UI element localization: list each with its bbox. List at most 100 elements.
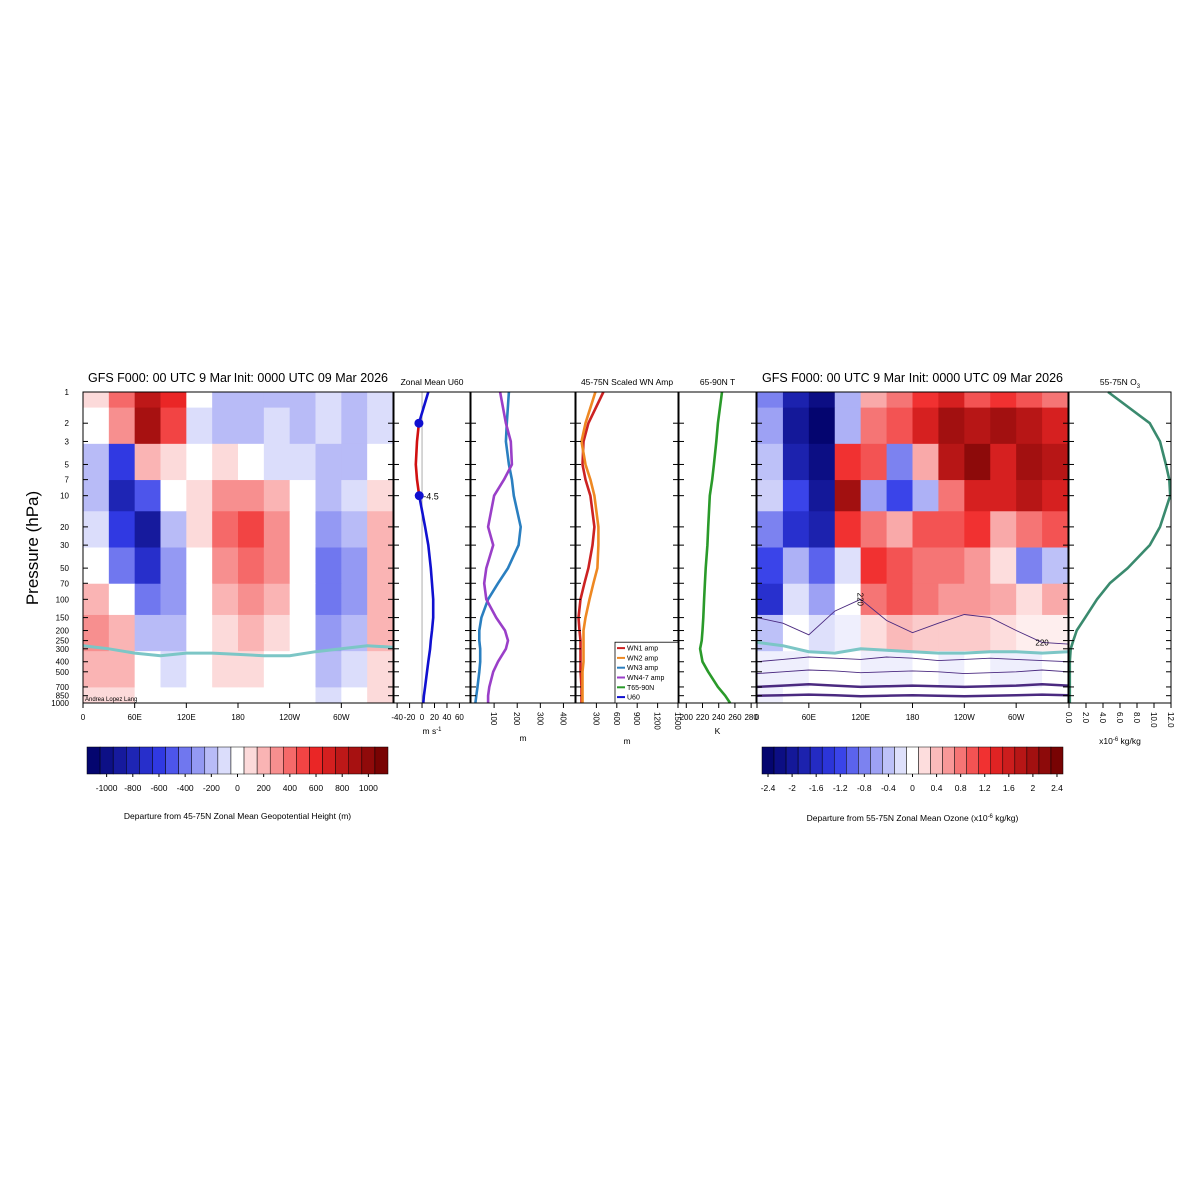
contour-line [756, 693, 1069, 698]
colorbar-tick-label: 0 [235, 783, 240, 793]
heatmap-cell [289, 687, 316, 704]
heatmap-cell [108, 443, 136, 481]
heatmap-cell [315, 547, 342, 585]
panel-title-part: 55-75N O [1100, 377, 1137, 387]
heatmap-cell [964, 614, 991, 652]
panel-title-part: 45-75N Scaled WN Amp [581, 377, 673, 387]
heatmap-cell [1016, 511, 1043, 548]
heatmap-cell [83, 687, 110, 704]
heatmap-cell [238, 547, 265, 585]
colorbar-box [918, 746, 931, 775]
heatmap-cell [990, 443, 1017, 481]
heatmap-cell [367, 687, 394, 704]
panel-title: 55-75N O3 [1100, 377, 1141, 390]
heatmap-cell [912, 407, 939, 445]
heatmap-cell [289, 480, 316, 512]
heatmap-cell [263, 547, 291, 585]
heatmap-cell [263, 480, 291, 512]
heatmap-cell [108, 651, 136, 688]
heatmap-cell [834, 480, 862, 512]
heatmap-cell [860, 443, 888, 481]
heatmap-cell [134, 614, 161, 652]
legend: WN1 amp WN2 amp WN3 amp WN4-7 amp T65-90N U60 [614, 641, 679, 704]
heatmap-cell [367, 392, 394, 409]
heatmap-cell [238, 443, 265, 481]
y-tick-label: 300 [56, 645, 70, 654]
heatmap-cell [186, 614, 213, 652]
x-tick-label: 900 [632, 712, 641, 726]
colorbar-box [809, 746, 823, 775]
heatmap-cell [108, 407, 136, 445]
y-tick-label: 100 [56, 595, 70, 604]
heatmap-cell [160, 614, 187, 652]
heatmap-cell [134, 407, 161, 445]
heatmap-cell [160, 583, 187, 616]
colorbar-tick-label: 2.4 [1051, 783, 1063, 793]
colorbar-label-part: Departure from 55-75N Zonal Mean Ozone (… [807, 813, 988, 823]
heatmap-cell [341, 480, 368, 512]
colorbar-box [942, 746, 955, 775]
profile-line [580, 391, 600, 703]
heatmap-cell [912, 443, 939, 481]
heatmap-cell [212, 407, 239, 445]
heatmap-cell [289, 392, 316, 409]
x-tick-label: 10.0 [1149, 712, 1158, 728]
contour-label: 220 [856, 593, 865, 607]
colorbar-box [773, 746, 787, 775]
heatmap-cell [782, 583, 810, 616]
y-tick-label: 250 [56, 637, 70, 646]
colorbar-box [139, 746, 153, 775]
colorbar-tick-label: 0.4 [931, 783, 943, 793]
heatmap-cell [289, 547, 316, 585]
heatmap-cell [964, 480, 991, 512]
y-tick-label: 20 [60, 523, 69, 532]
heatmap-cell [341, 443, 368, 481]
colorbar-box [858, 746, 871, 775]
colorbar-box [126, 746, 140, 775]
heatmap-cell [238, 407, 265, 445]
heatmap-cell [886, 392, 913, 409]
colorbar-box [112, 746, 127, 775]
colorbar-box [86, 746, 101, 775]
y-tick-label: 50 [60, 564, 69, 573]
heatmap-cell [212, 651, 239, 688]
heatmap-cell [1016, 651, 1043, 688]
colorbar-tick-label: 1.6 [1003, 783, 1015, 793]
heatmap-cell [808, 651, 836, 688]
colorbar-box [1002, 746, 1016, 775]
heatmap-cell [1042, 443, 1069, 481]
legend-entry: WN4-7 amp [627, 675, 664, 682]
heatmap-cell [212, 687, 239, 704]
heatmap-cell [238, 614, 265, 652]
heatmap-cell [938, 511, 965, 548]
heatmap-cell [834, 614, 862, 652]
x-tick-label: 100 [489, 712, 498, 726]
x-tick-label: 200 [680, 713, 694, 722]
panel-title: 45-75N Scaled WN Amp [581, 377, 673, 387]
heatmap-cell [808, 583, 836, 616]
heatmap-cell [964, 407, 991, 445]
heatmap-cell [808, 392, 836, 409]
panel: 200 220 240 260 280 65-90N T K [678, 377, 758, 736]
x-tick-label: 120E [177, 713, 196, 722]
heatmap-cell [160, 687, 187, 704]
heatmap-cell [238, 511, 265, 548]
heatmap-cell [186, 407, 213, 445]
y-tick-label: 700 [56, 683, 70, 692]
heatmap-cell [782, 651, 810, 688]
colorbar-box [256, 746, 271, 775]
x-tick-label: 60W [333, 713, 350, 722]
y-tick-label: 10 [60, 492, 69, 501]
overlay-line [756, 640, 1069, 655]
heatmap-cell [808, 443, 836, 481]
colorbar-label: Departure from 55-75N Zonal Mean Ozone (… [807, 813, 1019, 823]
heatmap-cell [964, 392, 991, 409]
y-tick-label: 2 [65, 419, 70, 428]
heatmap-cell [834, 511, 862, 548]
heatmap-cell [263, 687, 291, 704]
colorbar-box [930, 746, 943, 775]
legend-entry: T65-90N [627, 685, 654, 692]
heatmap-cell [134, 392, 161, 409]
heatmap-cell [808, 407, 836, 445]
heatmap-cell [834, 583, 862, 616]
